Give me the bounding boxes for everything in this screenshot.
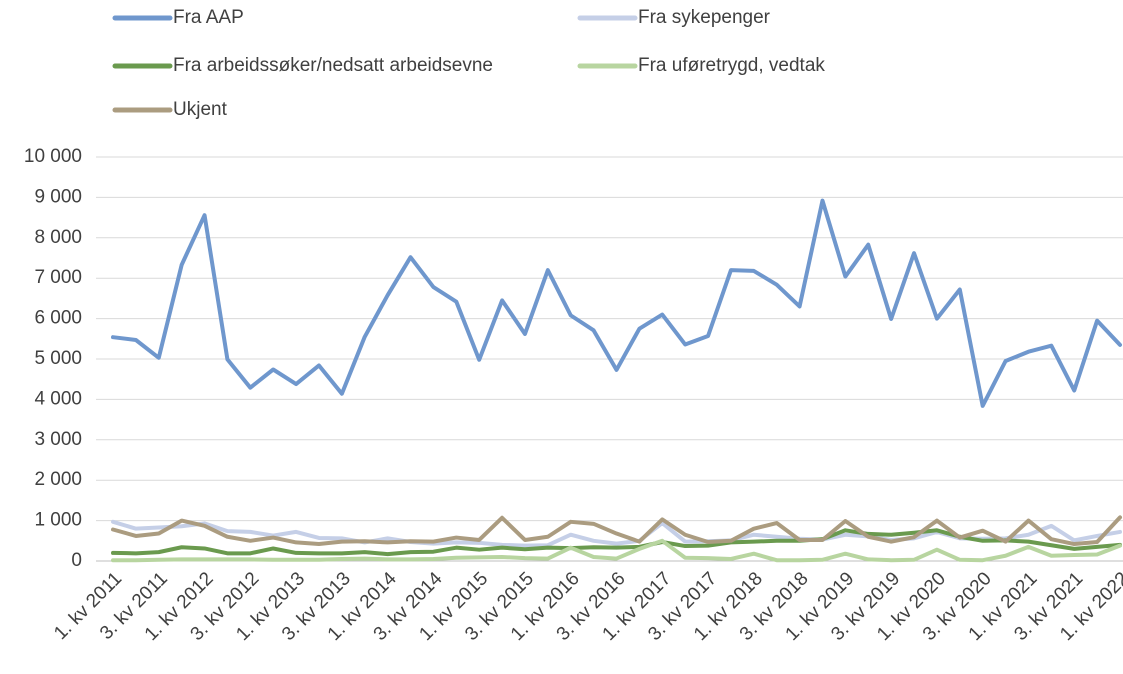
series-line <box>111 515 1122 547</box>
y-tick-label: 6 000 <box>34 308 82 329</box>
legend-label: Ukjent <box>173 99 228 120</box>
y-tick-label: 8 000 <box>34 227 82 248</box>
y-tick-label: 3 000 <box>34 429 82 450</box>
y-tick-label: 5 000 <box>34 348 82 369</box>
legend-label: Fra uføretrygd, vedtak <box>638 55 825 76</box>
series-line <box>111 198 1122 408</box>
legend-label: Fra arbeidssøker/nedsatt arbeidsevne <box>173 55 493 76</box>
y-tick-label: 0 <box>71 550 82 571</box>
y-tick-label: 4 000 <box>34 388 82 409</box>
series-line <box>111 528 1122 557</box>
y-tick-label: 7 000 <box>34 267 82 288</box>
legend-label: Fra AAP <box>173 7 244 28</box>
y-tick-label: 9 000 <box>34 186 82 207</box>
series-line <box>111 538 1122 563</box>
y-tick-label: 2 000 <box>34 469 82 490</box>
legend-label: Fra sykepenger <box>638 7 771 28</box>
y-tick-label: 1 000 <box>34 510 82 531</box>
y-tick-label: 10 000 <box>24 146 82 167</box>
